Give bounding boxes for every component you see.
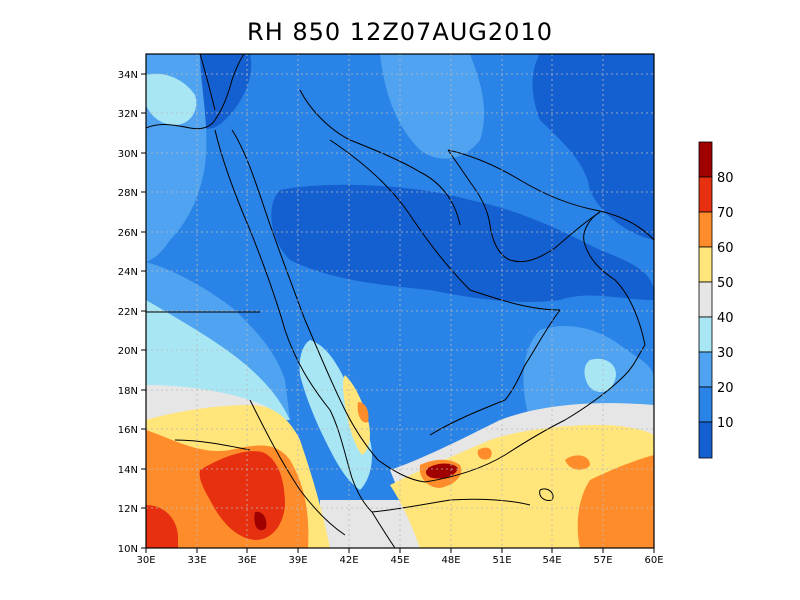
field-dry-arabia xyxy=(271,184,654,302)
lat-tick-label: 12N xyxy=(118,504,138,515)
lat-tick-label: 22N xyxy=(118,307,138,318)
field-orange-e xyxy=(577,455,654,548)
colorbar-swatch xyxy=(698,141,713,178)
lat-tick-label: 18N xyxy=(118,386,138,397)
field-yellow-redsea xyxy=(343,375,370,455)
colorbar-swatch xyxy=(698,386,713,423)
colorbar-label: 10 xyxy=(717,416,734,431)
lat-tick-label: 24N xyxy=(118,267,138,278)
lon-tick-label: 48E xyxy=(441,555,460,566)
map-gridlines xyxy=(146,54,654,548)
lat-tick-label: 30N xyxy=(118,149,138,160)
lon-tick-label: 60E xyxy=(644,555,663,566)
field-darkred-eth xyxy=(254,511,267,531)
field-red-yemen xyxy=(425,463,458,479)
lon-tick-label: 54E xyxy=(542,555,561,566)
lon-tick-label: 36E xyxy=(237,555,256,566)
colorbar-label: 30 xyxy=(717,346,734,361)
field-moist-iraq xyxy=(380,54,485,159)
colorbar-swatch xyxy=(698,211,713,248)
colorbar: 80 70 60 50 40 30 20 10 xyxy=(698,141,734,459)
colorbar-label: 40 xyxy=(717,311,734,326)
lon-tick-label: 39E xyxy=(288,555,307,566)
colorbar-swatch xyxy=(698,176,713,213)
field-cyan-redsea xyxy=(299,340,372,490)
colorbar-label: 60 xyxy=(717,241,734,256)
field-cyan-oman xyxy=(584,358,616,392)
colorbar-swatch xyxy=(698,421,713,459)
lon-tick-label: 51E xyxy=(492,555,511,566)
colorbar-swatch xyxy=(698,316,713,353)
lat-axis: 10N 12N 14N 16N 18N 20N 22N 24N 26N 28N … xyxy=(118,70,146,555)
lat-tick-label: 10N xyxy=(118,544,138,555)
lon-tick-label: 57E xyxy=(593,555,612,566)
lat-tick-label: 34N xyxy=(118,70,138,81)
lat-tick-label: 26N xyxy=(118,228,138,239)
lat-tick-label: 28N xyxy=(118,188,138,199)
lon-tick-label: 45E xyxy=(390,555,409,566)
field-cyan-nw xyxy=(146,73,197,125)
map-title: RH 850 12Z07AUG2010 xyxy=(247,18,553,46)
lat-tick-label: 14N xyxy=(118,465,138,476)
colorbar-swatch xyxy=(698,351,713,388)
lon-tick-label: 33E xyxy=(187,555,206,566)
lat-tick-label: 32N xyxy=(118,109,138,120)
colorbar-label: 50 xyxy=(717,276,734,291)
lat-tick-label: 20N xyxy=(118,346,138,357)
field-orange-spot2 xyxy=(477,447,492,460)
colorbar-swatch xyxy=(698,246,713,283)
lon-tick-label: 42E xyxy=(339,555,358,566)
lon-tick-label: 30E xyxy=(136,555,155,566)
colorbar-swatch xyxy=(698,281,713,318)
field-red-sw xyxy=(146,505,178,548)
field-dry-iran xyxy=(532,54,654,240)
lat-tick-label: 16N xyxy=(118,425,138,436)
field-orange-redsea xyxy=(357,402,369,423)
colorbar-label: 80 xyxy=(717,171,734,186)
lon-axis: 30E 33E 36E 39E 42E 45E 48E 51E 54E 57E … xyxy=(136,548,664,566)
colorbar-label: 20 xyxy=(717,381,734,396)
field-orange-spot xyxy=(565,455,590,470)
colorbar-label: 70 xyxy=(717,206,734,221)
map-boundaries xyxy=(145,53,655,549)
